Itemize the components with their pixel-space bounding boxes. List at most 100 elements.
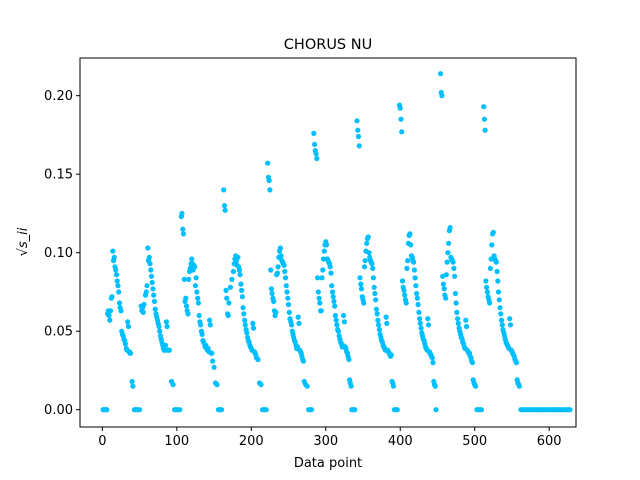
data-point [494, 268, 500, 275]
data-point [404, 265, 410, 271]
y-axis-label-text: √s_ii [16, 227, 31, 256]
data-point [355, 127, 361, 133]
data-point [516, 383, 523, 389]
data-point [284, 289, 290, 295]
data-point [319, 275, 325, 281]
data-point [463, 323, 470, 330]
data-point [315, 275, 321, 281]
y-axis: 0.00 0.05 0.10 0.15 0.20 [44, 89, 80, 418]
data-point [180, 231, 187, 237]
data-point [331, 298, 337, 304]
data-point [163, 342, 169, 348]
data-point [481, 104, 487, 110]
data-point [283, 283, 289, 289]
data-point [104, 407, 110, 413]
data-point [413, 283, 419, 289]
y-axis-label: √s_ii [16, 227, 31, 256]
data-point [316, 295, 322, 301]
data-point [362, 258, 368, 264]
data-point [417, 316, 423, 322]
data-point [185, 311, 191, 317]
data-point [239, 294, 245, 300]
data-point [267, 187, 273, 193]
data-point [274, 270, 280, 276]
data-point [113, 267, 119, 273]
data-point [370, 265, 376, 271]
data-point [207, 322, 213, 328]
data-point [498, 317, 505, 323]
data-point [195, 295, 201, 301]
data-point [277, 245, 283, 251]
data-point [452, 290, 458, 297]
data-point [472, 383, 479, 389]
data-point [227, 284, 233, 290]
data-point [151, 292, 157, 298]
data-point [355, 133, 362, 140]
data-point [432, 383, 438, 389]
data-point [137, 407, 143, 413]
data-point [285, 301, 292, 308]
data-point [408, 242, 414, 248]
data-point [450, 259, 456, 265]
data-point [399, 278, 406, 284]
x-tick-label: 400 [388, 434, 413, 449]
data-point [273, 309, 279, 315]
data-point [489, 242, 495, 248]
data-point [376, 327, 382, 333]
data-point [496, 297, 502, 303]
data-point [183, 303, 190, 309]
data-point [152, 306, 158, 312]
y-tick-label: 0.00 [44, 403, 73, 418]
data-point [397, 105, 403, 111]
data-point [275, 264, 281, 270]
data-point [149, 279, 155, 286]
data-point [399, 129, 405, 135]
data-point [358, 281, 364, 287]
data-point [373, 306, 379, 312]
data-point [116, 289, 122, 295]
data-point [300, 358, 306, 364]
x-axis-label: Data point [294, 456, 362, 471]
data-point [443, 295, 449, 301]
data-point [437, 71, 444, 77]
x-tick-label: 600 [537, 434, 562, 449]
data-point [166, 347, 172, 353]
data-point [425, 316, 431, 322]
data-point [365, 234, 371, 240]
data-point [320, 267, 326, 273]
data-point [484, 284, 490, 290]
data-point [507, 322, 514, 328]
data-point [250, 325, 257, 331]
data-point [218, 407, 225, 413]
data-point [143, 289, 149, 295]
plot-frame [79, 57, 577, 428]
data-point [452, 273, 458, 279]
data-point [285, 295, 291, 301]
data-point [335, 328, 341, 334]
data-point [394, 407, 400, 413]
data-point [214, 382, 220, 388]
data-point [320, 256, 327, 262]
data-point [346, 356, 352, 363]
data-point [282, 275, 289, 281]
data-point [445, 250, 451, 256]
data-point [411, 267, 417, 273]
data-point [236, 267, 242, 273]
x-tick-label: 100 [164, 434, 189, 449]
data-point [177, 407, 183, 413]
data-point [323, 242, 330, 248]
data-point [411, 259, 417, 265]
data-point [402, 292, 408, 298]
data-point [317, 300, 323, 306]
data-point [114, 278, 120, 284]
data-point [364, 240, 370, 246]
data-point [329, 283, 335, 289]
data-point [225, 312, 231, 319]
data-point [463, 317, 469, 323]
data-point [211, 364, 217, 370]
data-point [481, 116, 487, 122]
data-point [425, 322, 432, 328]
data-point [469, 360, 476, 366]
data-point [116, 300, 123, 306]
data-point [195, 300, 201, 306]
